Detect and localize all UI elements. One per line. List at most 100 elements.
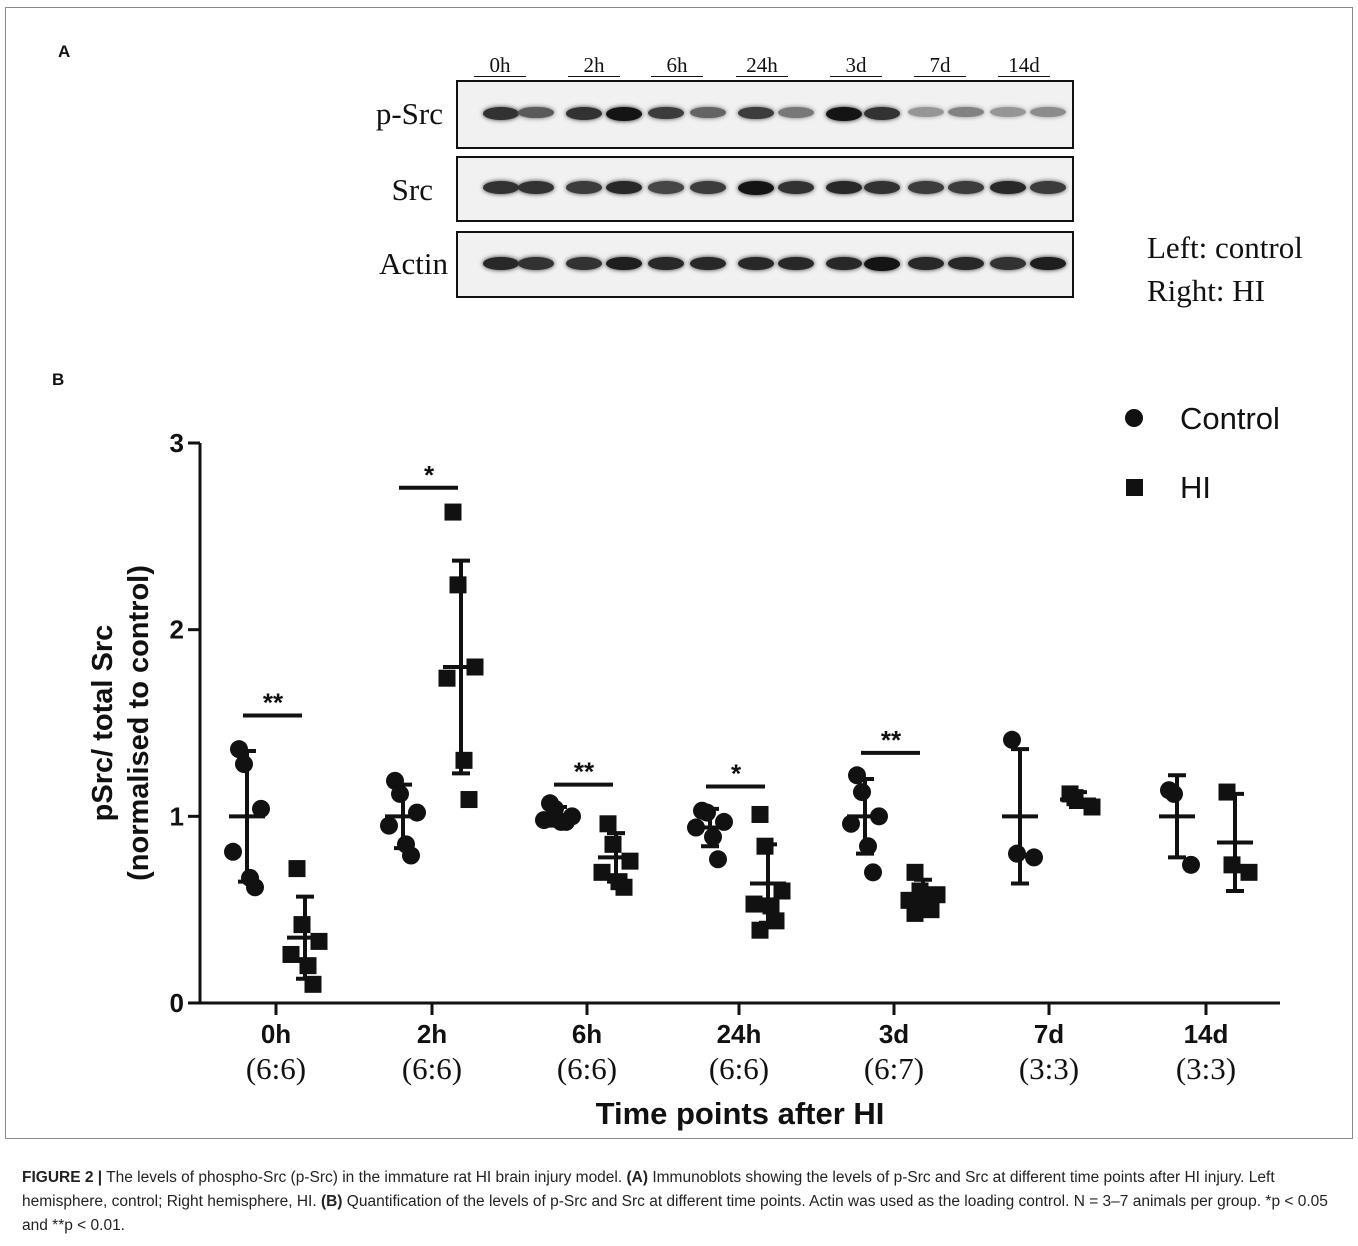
control-point <box>842 814 860 833</box>
hi-point <box>762 897 780 915</box>
control-point <box>252 799 270 818</box>
y-tick-label: 3 <box>170 428 184 458</box>
control-point <box>224 842 242 861</box>
control-point <box>391 784 409 803</box>
blot-band <box>483 106 519 120</box>
blot-band <box>990 181 1026 195</box>
hi-point <box>299 957 317 975</box>
x-group-size-label: (6:6) <box>246 1051 306 1086</box>
x-axis-title: Time points after HI <box>596 1096 885 1131</box>
x-group-size-label: (3:3) <box>1019 1051 1079 1086</box>
y-tick-label: 0 <box>170 988 184 1018</box>
blot-band <box>778 256 814 270</box>
blot-time-label: 14d <box>998 54 1050 77</box>
blot-band <box>864 106 900 120</box>
caption-b-text: Quantification of the levels of p-Src an… <box>346 1193 1070 1210</box>
hi-point <box>906 904 924 922</box>
x-group-size-label: (6:6) <box>402 1051 462 1086</box>
blot-band <box>483 181 519 195</box>
blot-band <box>864 181 900 195</box>
significance-label: ** <box>881 725 902 755</box>
blot-band <box>566 181 602 194</box>
blot-band <box>738 256 774 270</box>
blot-band <box>518 256 554 270</box>
blot-legend-right: Right: HI <box>1147 273 1265 308</box>
blot-band <box>908 181 944 194</box>
legend-control-marker <box>1125 409 1143 427</box>
blot-band <box>690 181 726 194</box>
blot-band <box>908 106 944 117</box>
blot-band <box>518 181 554 195</box>
blot-band <box>606 106 642 121</box>
x-tick-label: 14d <box>1184 1019 1229 1049</box>
hi-point <box>288 860 306 878</box>
panel-b-letter: B <box>52 370 65 389</box>
hi-point <box>621 852 639 870</box>
control-point <box>864 863 882 882</box>
blot-band <box>948 256 984 270</box>
hi-point <box>1240 863 1258 881</box>
blot-src <box>456 156 1074 222</box>
scatter-chart: 01230h(6:6)2h(6:6)6h(6:6)24h(6:6)3d(6:7)… <box>87 401 1280 1131</box>
blot-band <box>826 181 862 195</box>
x-tick-label: 3d <box>879 1019 909 1049</box>
hi-point <box>282 945 300 963</box>
control-point <box>1008 844 1026 863</box>
control-point <box>853 783 871 802</box>
caption-a-text: Immunoblots showing the levels of p-Src … <box>22 1169 1275 1210</box>
blot-band <box>1030 256 1066 271</box>
blot-band <box>990 106 1026 117</box>
y-axis-title-line1: pSrc/ total Src <box>87 625 119 822</box>
row-label-actin: Actin <box>379 246 448 281</box>
blot-band <box>648 181 684 194</box>
control-point <box>704 827 722 846</box>
x-tick-label: 0h <box>261 1019 291 1049</box>
blot-band <box>606 256 642 271</box>
control-point <box>408 803 426 822</box>
control-point <box>235 755 253 774</box>
blot-psrc <box>456 80 1074 149</box>
significance-label: * <box>731 758 742 788</box>
control-point <box>698 803 716 822</box>
hi-point <box>460 791 478 809</box>
hi-point <box>751 805 769 823</box>
x-tick-label: 6h <box>572 1019 602 1049</box>
hi-point <box>1223 856 1241 874</box>
blot-band <box>648 106 684 120</box>
blot-band <box>990 256 1026 270</box>
blot-band <box>738 181 774 195</box>
blot-time-label: 0h <box>474 54 526 77</box>
hi-point <box>455 751 473 769</box>
blot-band <box>826 256 862 270</box>
significance-label: * <box>424 460 435 490</box>
blot-band <box>826 106 862 121</box>
hi-point <box>438 669 456 687</box>
control-point <box>1165 784 1183 803</box>
control-point <box>1025 848 1043 867</box>
hi-point <box>604 835 622 853</box>
x-tick-label: 7d <box>1034 1019 1064 1049</box>
blot-time-label: 24h <box>736 54 788 77</box>
x-group-size-label: (6:7) <box>864 1051 924 1086</box>
legend-hi-label: HI <box>1180 470 1211 505</box>
hi-point <box>1083 798 1101 816</box>
significance-label: ** <box>263 688 284 718</box>
control-point <box>380 816 398 835</box>
hi-point <box>906 863 924 881</box>
blot-legend-left: Left: control <box>1147 230 1303 265</box>
x-tick-label: 2h <box>417 1019 447 1049</box>
blot-actin <box>456 231 1074 298</box>
blot-band <box>690 256 726 270</box>
control-point <box>1003 730 1021 749</box>
control-point <box>402 846 420 865</box>
blot-band <box>606 181 642 195</box>
blot-band <box>566 106 602 120</box>
x-group-size-label: (3:3) <box>1176 1051 1236 1086</box>
legend-control-label: Control <box>1180 401 1280 436</box>
blot-band <box>483 256 519 270</box>
blot-band <box>738 106 774 120</box>
y-axis-title-line2: (normalised to control) <box>123 565 155 881</box>
caption-figure-label: FIGURE 2 | <box>22 1169 103 1186</box>
blot-band <box>566 256 602 270</box>
blot-band <box>908 256 944 270</box>
